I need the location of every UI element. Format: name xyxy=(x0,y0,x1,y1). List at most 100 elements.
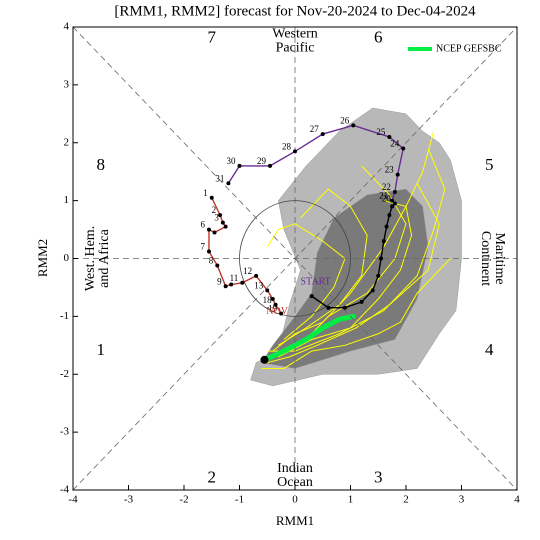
ensemble-member xyxy=(266,223,346,340)
day-label: 26 xyxy=(340,115,350,125)
track-point xyxy=(392,189,397,194)
track-point xyxy=(268,163,273,168)
day-label: 18 xyxy=(263,295,273,305)
day-label: 19 xyxy=(268,304,278,314)
region-label: West. Hem. xyxy=(83,226,98,291)
phase-number: 8 xyxy=(97,155,106,174)
track-point xyxy=(309,294,314,299)
unit-circle xyxy=(239,200,351,317)
track-point xyxy=(387,134,392,139)
track-point xyxy=(390,198,395,203)
day-label: 28 xyxy=(282,141,292,151)
y-tick-label: -4 xyxy=(60,484,70,496)
chart-title: [RMM1, RMM2] forecast for Nov-20-2024 to… xyxy=(114,3,476,19)
x-tick-label: 2 xyxy=(403,494,409,506)
annotation: START xyxy=(301,276,331,287)
day-label: 22 xyxy=(382,182,391,192)
y-tick-label: 4 xyxy=(64,21,70,33)
overlay: NCEP GEFSBC20212223242526272829303112367… xyxy=(60,21,520,506)
phase-number: 6 xyxy=(374,27,383,46)
day-label: 25 xyxy=(376,127,386,137)
region-label: Continent xyxy=(478,231,493,286)
track-point xyxy=(390,204,395,209)
day-label: 13 xyxy=(254,280,264,290)
track-point xyxy=(370,288,375,293)
track-point xyxy=(215,263,220,268)
track-point xyxy=(206,227,211,232)
y-tick-label: 3 xyxy=(64,78,70,90)
phase-number: 7 xyxy=(208,27,217,46)
region-label: and Africa xyxy=(97,228,112,287)
legend-label: NCEP GEFSBC xyxy=(436,43,502,54)
annotation: NOV xyxy=(266,306,288,317)
x-tick-label: -4 xyxy=(68,494,78,506)
forecast-line xyxy=(261,313,356,363)
track-point xyxy=(218,213,223,218)
track-point xyxy=(254,273,259,278)
ensemble-member xyxy=(267,148,446,352)
x-tick-label: 1 xyxy=(348,494,354,506)
day-label: 7 xyxy=(200,242,205,252)
track-point xyxy=(379,256,384,261)
region-label: Indian xyxy=(277,461,313,476)
track-point xyxy=(273,302,278,307)
track-point xyxy=(223,284,228,289)
day-label: 20 xyxy=(382,194,392,204)
y-tick-label: -2 xyxy=(60,368,69,380)
track-point xyxy=(270,297,275,302)
track-point xyxy=(293,149,297,154)
track-point xyxy=(342,305,347,310)
y-tick-label: 0 xyxy=(64,252,70,264)
x-axis-label: RMM1 xyxy=(276,513,314,528)
day-label: 8 xyxy=(209,256,214,266)
y-tick-label: -1 xyxy=(60,310,69,322)
track-point xyxy=(381,239,386,244)
x-tick-label: -1 xyxy=(235,494,244,506)
x-tick-label: 3 xyxy=(459,494,465,506)
track-point xyxy=(376,273,381,278)
y-tick-label: -3 xyxy=(60,426,70,438)
x-tick-label: -3 xyxy=(124,494,134,506)
phase-number: 3 xyxy=(374,467,383,486)
day-label: 30 xyxy=(227,156,237,166)
day-label: 1 xyxy=(203,188,208,198)
track-point xyxy=(395,172,400,177)
y-tick-label: 2 xyxy=(64,136,70,148)
track-point xyxy=(320,132,325,137)
ensemble-member xyxy=(261,258,451,369)
day-label: 27 xyxy=(310,124,320,134)
x-tick-label: 4 xyxy=(514,494,520,506)
track-point xyxy=(392,201,397,206)
track-point xyxy=(229,282,234,287)
track-point xyxy=(220,220,225,225)
ensemble-member xyxy=(278,200,413,358)
plot-area xyxy=(250,107,462,387)
track-point xyxy=(226,181,231,186)
track-point xyxy=(206,249,211,254)
track-line xyxy=(208,197,282,314)
day-label: 31 xyxy=(215,173,224,183)
phase-number: 1 xyxy=(97,340,106,359)
x-tick-label: -2 xyxy=(179,494,188,506)
phase-number: 2 xyxy=(208,467,217,486)
y-tick-label: 1 xyxy=(64,194,70,206)
region-label: Western xyxy=(272,27,318,42)
day-label: 12 xyxy=(243,266,252,276)
track-point xyxy=(265,288,270,293)
y-axis-label: RMM2 xyxy=(35,239,50,277)
track-point xyxy=(223,224,228,229)
ensemble-member xyxy=(278,188,368,346)
track-point xyxy=(387,213,392,218)
track-point xyxy=(240,280,245,285)
day-label: 24 xyxy=(390,139,400,149)
day-label: 11 xyxy=(230,273,239,283)
day-label: 29 xyxy=(257,156,267,166)
track-point xyxy=(212,230,217,235)
day-label: 9 xyxy=(217,276,222,286)
day-label: 23 xyxy=(385,165,395,175)
track-point xyxy=(401,146,406,151)
day-label: 21 xyxy=(379,191,388,201)
region-label: Pacific xyxy=(276,41,315,56)
